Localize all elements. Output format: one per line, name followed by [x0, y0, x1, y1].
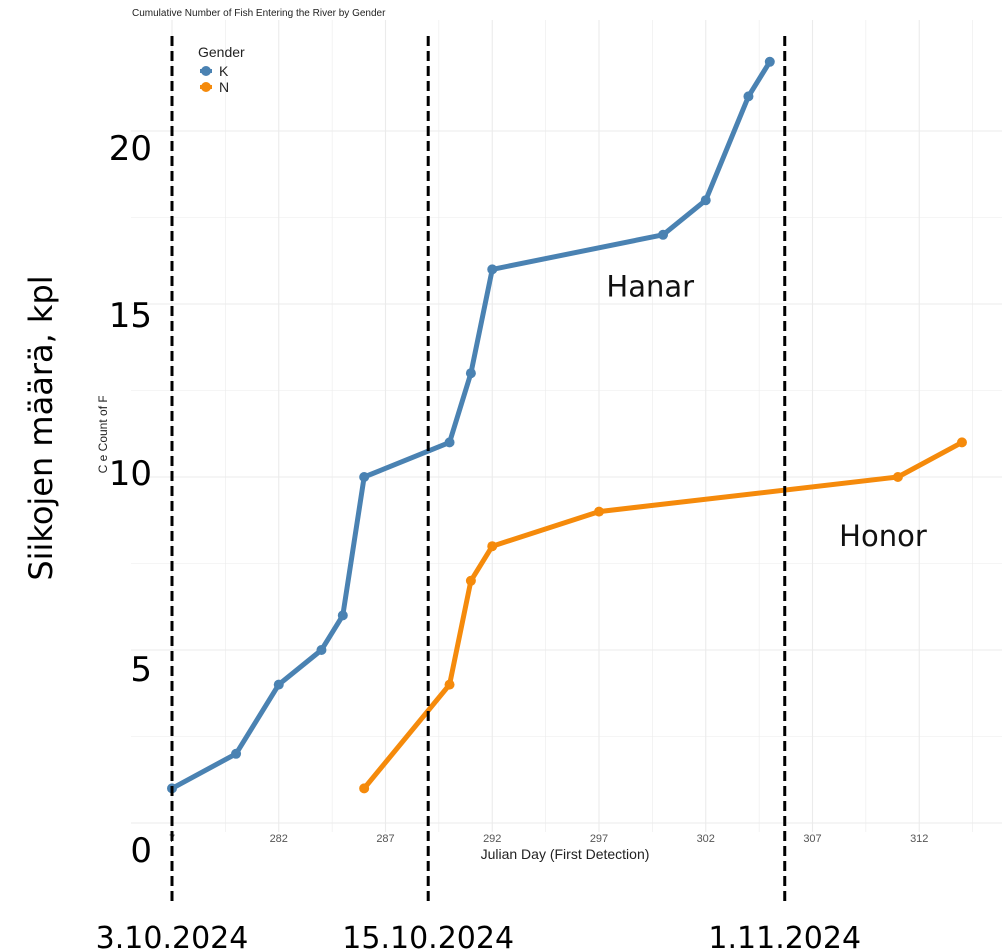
data-point-K — [743, 91, 754, 102]
data-point-N — [956, 437, 967, 448]
data-point-K — [444, 437, 455, 448]
x-tick-label: 302 — [697, 833, 715, 845]
annotations: Hanar Honor — [606, 270, 926, 553]
legend-title: Gender — [198, 44, 245, 60]
annotation-text: Honor — [839, 519, 927, 553]
series-N — [359, 437, 967, 794]
data-point-K — [487, 264, 498, 275]
data-point-K — [700, 195, 711, 206]
legend-swatch-N — [201, 82, 211, 92]
data-point-K — [337, 610, 348, 621]
overlay-y-axis-label: Siikojen määrä, kpl — [22, 275, 60, 580]
original-y-axis-label: C e Count of Fis — [96, 387, 110, 474]
data-point-K — [465, 368, 476, 379]
y-tick-label: 10 — [109, 454, 152, 494]
x-tick-label: 282 — [270, 833, 288, 845]
data-point-K — [316, 645, 327, 655]
grid — [131, 20, 1002, 832]
y-tick-label: 0 — [130, 831, 152, 871]
x-tick-label: 312 — [910, 833, 928, 845]
data-point-K — [764, 56, 775, 67]
data-point-N — [892, 472, 903, 482]
legend-label-K: K — [219, 63, 229, 79]
annotation-text: Hanar — [606, 270, 694, 304]
data-point-N — [465, 575, 476, 586]
x-tick-label: 292 — [483, 833, 501, 845]
x-tick-label: 307 — [803, 833, 821, 845]
x-tick-labels: 7282287292297302307312 — [169, 833, 928, 845]
data-point-N — [444, 679, 455, 690]
series-line-K — [169, 59, 773, 791]
series — [167, 56, 967, 794]
chart-title: Cumulative Number of Fish Entering the R… — [132, 8, 386, 19]
x-axis-label: Julian Day (First Detection) — [481, 846, 650, 862]
x-tick-label: 297 — [590, 833, 608, 845]
series-K — [167, 56, 775, 794]
legend-label-N: N — [219, 79, 229, 95]
y-tick-label: 15 — [109, 296, 152, 336]
y-tick-label: 20 — [109, 129, 152, 169]
x-tick-label: 287 — [376, 833, 394, 845]
date-label: 15.10.2024 — [342, 921, 514, 950]
data-point-K — [231, 748, 242, 759]
legend-swatch-K — [201, 66, 211, 76]
y-tick-label: 5 — [130, 650, 152, 690]
date-lines: 3.10.2024 15.10.2024 1.11.2024 — [96, 36, 861, 950]
data-point-N — [594, 506, 604, 517]
data-point-K — [273, 679, 284, 690]
date-label: 3.10.2024 — [96, 921, 249, 950]
data-point-N — [487, 541, 498, 552]
y-tick-labels: 0 5 10 15 20 — [109, 129, 152, 871]
original-y-axis-label-group: C e Count of Fis — [96, 366, 112, 473]
label-mask — [96, 366, 112, 396]
data-point-N — [359, 783, 370, 794]
data-point-K — [359, 472, 370, 482]
date-label: 1.11.2024 — [708, 921, 861, 950]
data-point-K — [658, 229, 669, 240]
legend: Gender KN — [198, 44, 245, 95]
